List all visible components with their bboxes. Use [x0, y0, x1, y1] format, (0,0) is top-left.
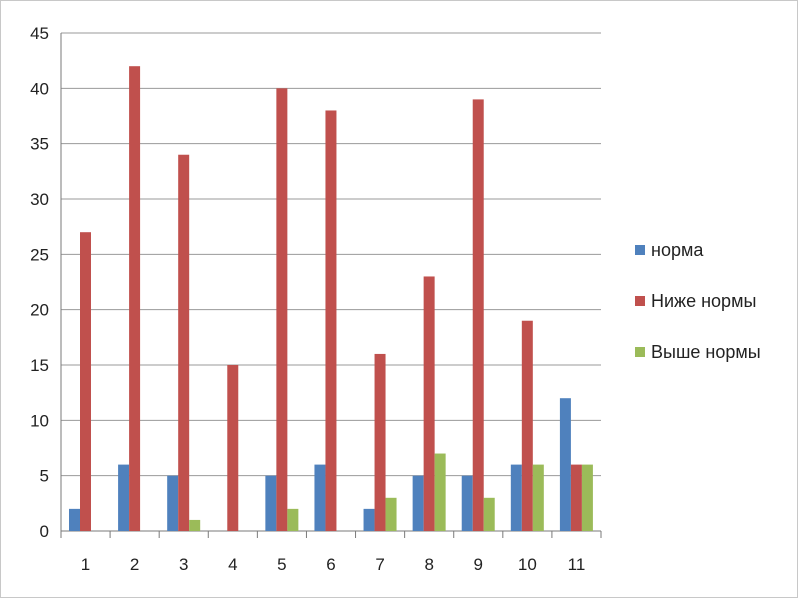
- bar-series-2-cat-6: [325, 110, 337, 531]
- x-tick-label: 1: [81, 555, 90, 574]
- y-tick-label: 15: [30, 356, 49, 375]
- bar-series-2-cat-1: [80, 232, 91, 531]
- bar-series-1-cat-2: [118, 464, 130, 531]
- y-axis: 0 5 10 15 20 25 30 35 40 45: [30, 24, 62, 541]
- y-tick-label: 40: [30, 79, 49, 98]
- bar-series-2-cat-2: [129, 66, 141, 531]
- bar-series-3-cat-9: [483, 497, 495, 531]
- y-tick-label: 25: [30, 245, 49, 264]
- bar-series-3-cat-3: [189, 519, 201, 531]
- bar-series-3-cat-10: [532, 464, 544, 531]
- bar-series-1-cat-8: [412, 475, 424, 531]
- y-tick-label: 20: [30, 301, 49, 320]
- bar-series-1-cat-3: [167, 475, 179, 531]
- legend-swatch: [635, 296, 645, 306]
- bar-series-3-cat-5: [287, 508, 299, 531]
- y-tick-label: 45: [30, 24, 49, 43]
- legend: норма Ниже нормы Выше нормы: [635, 240, 761, 362]
- bar-series-2-cat-5: [276, 88, 288, 531]
- bar-series-2-cat-11: [570, 464, 582, 531]
- bar-series-2-cat-10: [521, 320, 533, 531]
- x-tick-label: 11: [568, 555, 586, 574]
- bar-series-1-cat-6: [314, 464, 326, 531]
- bar-series-2-cat-7: [374, 353, 386, 531]
- legend-swatch: [635, 245, 645, 255]
- y-tick-label: 5: [40, 467, 49, 486]
- bar-series-2-cat-4: [227, 365, 239, 531]
- bar-series-2-cat-3: [178, 154, 190, 531]
- x-tick-label: 4: [228, 555, 237, 574]
- y-tick-label: 10: [30, 411, 49, 430]
- x-tick-label: 9: [474, 555, 483, 574]
- legend-swatch: [635, 347, 645, 357]
- x-tick-label: 10: [518, 555, 537, 574]
- bar-series-3-cat-7: [385, 497, 397, 531]
- x-axis: 1 2 3 4 5 6 7 8 9 10 11: [60, 531, 602, 574]
- y-tick-label: 30: [30, 190, 49, 209]
- x-tick-label: 8: [424, 555, 433, 574]
- legend-label: Ниже нормы: [651, 291, 756, 311]
- bar-series-2-cat-9: [472, 99, 484, 532]
- bar-series-1-cat-11: [559, 398, 571, 531]
- bar-series-1-cat-9: [461, 475, 473, 531]
- y-tick-label: 35: [30, 135, 49, 154]
- x-tick-label: 6: [326, 555, 335, 574]
- bar-series-1-cat-7: [363, 508, 375, 531]
- y-tick-label: 0: [40, 522, 49, 541]
- bar-series-1-cat-10: [510, 464, 522, 531]
- bar-series-2-cat-8: [423, 276, 435, 531]
- bar-series-3-cat-8: [434, 453, 446, 531]
- legend-label: Выше нормы: [651, 342, 761, 362]
- x-tick-label: 2: [130, 555, 139, 574]
- legend-label: норма: [651, 240, 704, 260]
- bar-series-1-cat-5: [265, 475, 277, 531]
- bar-series-3-cat-11: [581, 464, 593, 531]
- bars: [69, 66, 593, 532]
- x-tick-label: 3: [179, 555, 188, 574]
- bar-series-1-cat-1: [69, 508, 80, 531]
- x-tick-label: 5: [277, 555, 286, 574]
- x-tick-label: 7: [375, 555, 384, 574]
